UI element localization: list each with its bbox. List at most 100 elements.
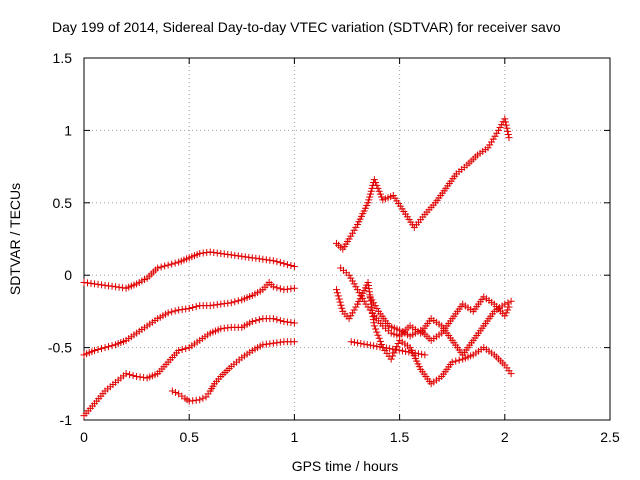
data-point — [168, 387, 176, 395]
data-point — [182, 345, 190, 353]
y-tick-label: 1.5 — [53, 50, 73, 66]
data-point — [496, 124, 504, 132]
data-point — [414, 350, 422, 358]
data-point — [373, 305, 381, 313]
chart-title: Day 199 of 2014, Sidereal Day-to-day VTE… — [52, 19, 561, 35]
data-point — [352, 303, 360, 311]
data-point — [332, 286, 340, 294]
data-point — [227, 299, 235, 307]
data-point — [172, 388, 180, 396]
data-point — [502, 118, 510, 126]
data-point — [357, 291, 365, 299]
data-point — [290, 338, 298, 346]
data-point — [168, 260, 176, 268]
data-point — [501, 115, 509, 123]
data-point — [373, 181, 381, 189]
y-tick-label: 0 — [64, 267, 72, 283]
data-point — [365, 196, 373, 204]
data-point — [199, 394, 207, 402]
data-point — [504, 306, 512, 314]
data-point — [347, 338, 355, 346]
data-point — [196, 396, 204, 404]
data-point — [350, 338, 358, 346]
plot-frame — [83, 57, 611, 421]
y-tick-label: -1 — [60, 412, 73, 428]
data-point — [504, 127, 512, 135]
data-point — [382, 344, 390, 352]
data-point — [389, 352, 397, 360]
data-point — [507, 370, 515, 378]
data-point — [408, 349, 416, 357]
data-point — [370, 176, 378, 184]
data-point — [402, 347, 410, 355]
data-point — [234, 297, 242, 305]
data-point — [366, 341, 374, 349]
data-point — [276, 317, 284, 325]
data-point — [178, 346, 186, 354]
data-point — [502, 309, 510, 317]
data-point — [252, 317, 260, 325]
data-point — [372, 325, 380, 333]
data-point — [189, 304, 197, 312]
data-point — [505, 134, 513, 142]
data-point — [501, 300, 509, 308]
x-tick-label: 1.5 — [390, 429, 410, 445]
data-point — [370, 299, 378, 307]
data-point — [348, 277, 356, 285]
data-point — [273, 258, 281, 266]
data-point — [371, 302, 379, 310]
data-point — [290, 263, 298, 271]
y-axis-label: SDTVAR / TECUs — [7, 183, 23, 295]
series-track-3 — [80, 315, 298, 420]
data-point — [164, 261, 172, 269]
data-point — [501, 312, 509, 320]
data-point — [359, 294, 367, 302]
data-point — [192, 303, 200, 311]
data-point — [273, 316, 281, 324]
data-point — [276, 259, 284, 267]
data-point — [505, 303, 513, 311]
data-point — [354, 339, 362, 347]
data-point — [248, 318, 256, 326]
data-point — [105, 343, 113, 351]
data-point — [290, 284, 298, 292]
data-point — [269, 257, 277, 265]
data-point — [345, 271, 353, 279]
data-point — [350, 226, 358, 234]
data-point — [175, 346, 183, 354]
data-point — [347, 232, 355, 240]
data-point — [348, 309, 356, 317]
y-tick-label: 1 — [64, 122, 72, 138]
data-point — [352, 283, 360, 291]
data-point — [372, 179, 380, 187]
data-point — [350, 280, 358, 288]
data-point — [333, 289, 341, 297]
data-point — [366, 190, 374, 198]
data-point — [366, 293, 374, 301]
data-point — [421, 351, 429, 359]
data-point — [347, 274, 355, 282]
data-point — [379, 343, 387, 351]
data-point — [373, 328, 381, 336]
data-point — [360, 297, 368, 305]
data-point — [504, 299, 512, 307]
data-point — [94, 346, 102, 354]
data-point — [486, 141, 494, 149]
data-point — [455, 356, 463, 364]
data-markers — [80, 115, 515, 420]
data-point — [98, 345, 106, 353]
x-tick-label: 0 — [80, 429, 88, 445]
data-point — [345, 235, 353, 243]
data-point — [363, 341, 371, 349]
data-point — [374, 184, 382, 192]
data-point — [108, 342, 116, 350]
data-point — [452, 357, 460, 365]
data-point — [231, 298, 239, 306]
data-point — [368, 296, 376, 304]
data-point — [491, 132, 499, 140]
data-point — [269, 315, 277, 323]
data-point — [338, 304, 346, 312]
series-track-5 — [332, 115, 513, 253]
data-point — [395, 346, 403, 354]
